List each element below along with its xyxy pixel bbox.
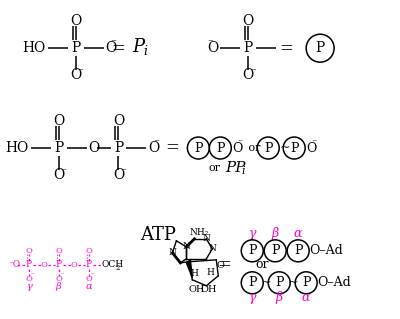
Text: P: P (294, 244, 302, 257)
Text: H: H (206, 268, 214, 277)
Text: O: O (25, 247, 32, 255)
Text: P: P (26, 260, 32, 269)
Text: P: P (290, 142, 298, 154)
Text: β: β (276, 291, 283, 304)
Text: P: P (114, 141, 123, 155)
Text: O: O (306, 142, 316, 154)
Text: O: O (25, 275, 32, 283)
Text: 2: 2 (116, 264, 120, 272)
Text: O–Ad: O–Ad (317, 276, 351, 289)
Text: P: P (86, 260, 92, 269)
Text: ⁻: ⁻ (312, 138, 317, 147)
Text: O: O (53, 168, 64, 182)
Text: =: = (217, 256, 231, 273)
Text: α: α (302, 291, 310, 304)
Text: =: = (279, 40, 293, 57)
Text: O: O (55, 275, 62, 283)
Text: α: α (294, 227, 302, 241)
Text: P: P (302, 276, 310, 289)
Text: N: N (202, 234, 210, 243)
Text: ⁻: ⁻ (250, 67, 256, 77)
Text: γ: γ (248, 291, 256, 304)
Text: O: O (53, 114, 64, 128)
Text: O: O (55, 247, 62, 255)
Text: α: α (85, 282, 92, 291)
Text: P: P (264, 142, 272, 154)
Text: P: P (248, 276, 256, 289)
Text: N: N (168, 248, 176, 257)
Text: O–Ad: O–Ad (309, 244, 343, 257)
Text: ⁻: ⁻ (207, 38, 213, 48)
Text: β: β (56, 282, 62, 291)
Text: O: O (207, 41, 218, 55)
Text: ⁻: ⁻ (90, 273, 94, 281)
Text: NH₂: NH₂ (190, 228, 209, 237)
Text: O: O (40, 261, 47, 269)
Text: O: O (106, 41, 117, 55)
Text: γ: γ (248, 227, 256, 241)
Text: ⁻: ⁻ (154, 138, 159, 148)
Text: P: P (216, 142, 224, 154)
Text: ~: ~ (288, 276, 298, 289)
Text: or: or (208, 163, 220, 173)
Text: i: i (241, 166, 245, 176)
Text: ~: ~ (261, 276, 272, 289)
Text: O: O (243, 68, 254, 82)
Text: HO: HO (5, 141, 29, 155)
Text: O: O (85, 247, 92, 255)
Text: ⁻: ⁻ (120, 167, 126, 177)
Text: ⁻O: ⁻O (9, 260, 21, 269)
Text: O: O (243, 14, 254, 28)
Text: PP: PP (225, 161, 246, 175)
Text: ~: ~ (279, 142, 290, 154)
Text: β: β (272, 227, 279, 241)
Text: ⁻: ⁻ (78, 67, 84, 77)
Text: O: O (148, 141, 160, 155)
Text: P: P (275, 276, 284, 289)
Text: HO: HO (22, 41, 46, 55)
Text: P: P (71, 41, 80, 55)
Text: =: = (166, 139, 179, 157)
Text: P: P (248, 244, 256, 257)
Text: ATP: ATP (140, 226, 176, 244)
Text: H: H (190, 269, 198, 278)
Text: i: i (144, 45, 148, 58)
Text: O: O (70, 68, 81, 82)
Text: or: or (255, 258, 269, 271)
Text: P: P (132, 38, 144, 56)
Text: or: or (245, 143, 261, 153)
Text: OH: OH (188, 285, 205, 294)
Text: O: O (70, 14, 81, 28)
Text: ⁻: ⁻ (60, 273, 64, 281)
Text: O: O (85, 275, 92, 283)
Text: N: N (208, 244, 216, 253)
Text: P: P (316, 41, 325, 55)
Text: O: O (113, 168, 124, 182)
Text: O: O (113, 114, 124, 128)
Text: O: O (216, 261, 224, 270)
Polygon shape (186, 260, 192, 278)
Text: P: P (271, 244, 280, 257)
Text: N: N (182, 242, 190, 251)
Text: ⁻: ⁻ (61, 167, 66, 177)
Text: OH: OH (200, 285, 216, 294)
Text: O: O (70, 261, 77, 269)
Text: ⁻: ⁻ (110, 38, 116, 48)
Text: O: O (232, 142, 243, 154)
Text: P: P (54, 141, 63, 155)
Text: OCH: OCH (102, 260, 124, 269)
Text: =: = (112, 40, 126, 57)
Text: ⁻: ⁻ (238, 138, 243, 147)
Text: ⁻: ⁻ (30, 273, 34, 281)
Text: P: P (244, 41, 253, 55)
Text: P: P (194, 142, 202, 154)
Text: P: P (56, 260, 62, 269)
Text: O: O (88, 141, 100, 155)
Text: γ: γ (26, 282, 32, 291)
